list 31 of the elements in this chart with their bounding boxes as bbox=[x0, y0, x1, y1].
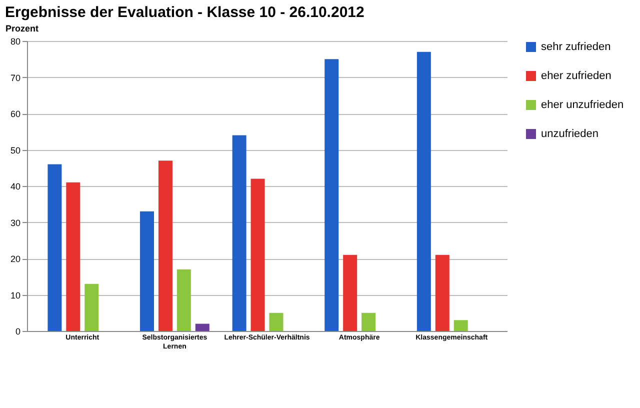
chart-title: Ergebnisse der Evaluation - Klasse 10 - 26.10.2012 bbox=[5, 4, 364, 21]
bar bbox=[250, 178, 265, 331]
bar bbox=[176, 269, 191, 331]
y-tick-label: 50 bbox=[10, 145, 20, 156]
y-tick-label: 70 bbox=[10, 72, 20, 83]
y-tick-label: 0 bbox=[15, 326, 20, 336]
bar bbox=[195, 324, 210, 331]
y-tick-label: 60 bbox=[10, 109, 20, 119]
bar bbox=[362, 312, 376, 331]
legend-label: sehr zufrieden bbox=[541, 41, 611, 53]
legend-label: eher zufrieden bbox=[541, 70, 612, 82]
y-tick-label: 10 bbox=[10, 290, 20, 300]
y-tick-label: 80 bbox=[10, 36, 20, 46]
bar bbox=[158, 160, 172, 331]
legend-label: eher unzufrieden bbox=[541, 99, 624, 111]
bar bbox=[435, 254, 450, 331]
bar bbox=[454, 320, 468, 331]
y-axis-title: Prozent bbox=[6, 24, 39, 34]
bar bbox=[48, 164, 62, 331]
y-tick-label: 40 bbox=[10, 182, 20, 192]
bar bbox=[232, 135, 246, 331]
bar bbox=[416, 52, 431, 331]
bar bbox=[84, 284, 99, 331]
bar bbox=[343, 254, 358, 331]
bar bbox=[324, 59, 339, 331]
y-tick-label: 20 bbox=[10, 254, 20, 264]
bar bbox=[269, 312, 284, 331]
bar bbox=[140, 211, 154, 331]
legend-label: unzufrieden bbox=[541, 128, 598, 140]
bar bbox=[66, 182, 80, 331]
y-tick-label: 30 bbox=[10, 218, 20, 228]
